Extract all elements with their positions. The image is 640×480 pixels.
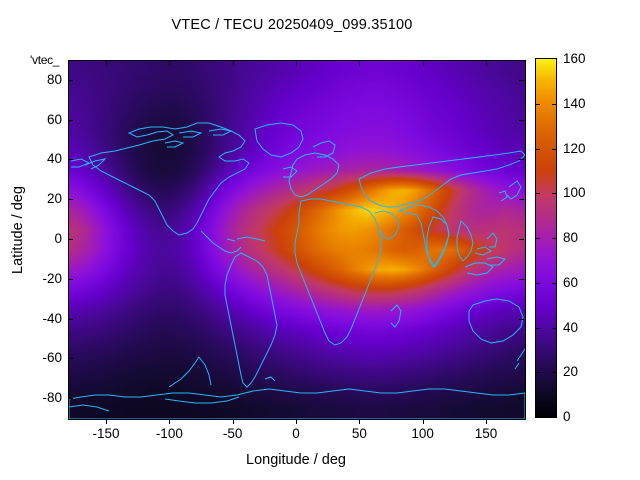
x-tick-mark: [486, 419, 487, 424]
y-tick-mark: [68, 358, 73, 360]
x-tick-mark: [106, 419, 107, 424]
x-axis-ticks: -150 -100 -50 0 50 100 150: [68, 61, 524, 449]
x-tick-label: -150: [92, 426, 120, 441]
colorbar-tick-label: 120: [563, 140, 586, 156]
y-tick-mark: [68, 79, 73, 81]
colorbar-tick-label: 0: [563, 409, 571, 424]
colorbar-tick-mark: [552, 193, 556, 195]
y-tick-mark: [68, 119, 73, 121]
y-tick-label: 20: [46, 191, 62, 207]
colorbar-tick-label: 140: [563, 95, 586, 111]
x-tick-mark-top: [359, 61, 361, 66]
y-tick-mark: [68, 278, 73, 280]
colorbar-tick-mark: [536, 327, 540, 329]
colorbar-tick-label: 60: [563, 274, 579, 290]
y-axis-ticks: 80 60 40 20 0 -20 -40 -60 -80: [0, 60, 62, 418]
colorbar-tick-mark: [552, 238, 556, 239]
colorbar-tick-mark: [536, 282, 540, 284]
colorbar-tick-mark: [536, 148, 540, 150]
vtec-heatmap: [69, 61, 525, 419]
x-axis-label: Longitude / deg: [246, 452, 346, 468]
y-tick-label: 40: [46, 151, 62, 167]
x-tick-mark: [359, 419, 361, 424]
y-tick-mark: [68, 159, 73, 161]
colorbar-tick-mark: [552, 327, 556, 329]
colorbar-tick-label: 160: [563, 51, 586, 66]
y-tick-mark: [519, 358, 524, 360]
y-tick-mark: [68, 398, 73, 400]
x-tick-label: -50: [222, 426, 243, 441]
colorbar-gradient: [535, 58, 557, 418]
map-axes[interactable]: [68, 60, 526, 420]
x-tick-label: 50: [351, 426, 367, 441]
x-tick-label: -100: [155, 426, 183, 441]
y-tick-label: 0: [54, 231, 62, 246]
colorbar-tick-mark: [552, 103, 556, 105]
x-tick-mark-top: [232, 61, 234, 66]
coastline-overlay: [69, 61, 525, 419]
x-tick-label: 150: [474, 426, 498, 441]
colorbar-tick-mark: [552, 372, 556, 374]
x-tick-mark-top: [422, 61, 424, 66]
colorbar-tick-mark: [552, 148, 556, 150]
y-tick-mark: [519, 239, 524, 240]
y-tick-mark: [519, 278, 524, 280]
y-tick-mark: [519, 159, 524, 161]
x-tick-mark: [232, 419, 234, 424]
y-tick-label: -20: [42, 270, 62, 286]
colorbar-tick-mark: [536, 193, 540, 195]
x-tick-label: 100: [411, 426, 434, 441]
colorbar[interactable]: 0 20 40 60 80 100 120 140 160: [535, 52, 586, 423]
colorbar-tick-mark: [536, 372, 540, 374]
y-tick-label: -40: [42, 310, 62, 326]
colorbar-tick-label: 100: [563, 185, 586, 201]
colorbar-tick-mark: [536, 238, 540, 239]
y-tick-mark: [519, 119, 524, 121]
x-tick-mark-top: [169, 61, 171, 66]
x-tick-mark-top: [486, 61, 487, 66]
y-tick-label: 80: [46, 71, 62, 87]
colorbar-tick-label: 20: [563, 364, 579, 380]
colorbar-tick-mark: [552, 282, 556, 284]
colorbar-tick-label: 40: [563, 319, 579, 335]
coastlines: [69, 123, 525, 419]
y-tick-mark: [68, 318, 73, 320]
y-tick-mark: [68, 239, 73, 240]
y-tick-mark: [519, 79, 524, 81]
y-tick-mark: [68, 199, 73, 201]
y-tick-label: -80: [42, 390, 62, 406]
colorbar-tick-mark: [536, 103, 540, 105]
x-tick-mark-top: [296, 61, 297, 66]
colorbar-tick-label: 80: [563, 230, 579, 245]
y-tick-mark: [519, 318, 524, 320]
x-tick-mark: [296, 419, 297, 424]
x-tick-mark: [169, 419, 171, 424]
overlay-annotation-text: 'vtec_: [30, 53, 60, 67]
page-title: VTEC / TECU 20250409_099.35100: [171, 17, 413, 33]
y-tick-label: 60: [46, 111, 62, 127]
y-axis-label: Latitude / deg: [10, 186, 26, 274]
y-tick-label: -60: [42, 350, 62, 366]
x-tick-mark: [422, 419, 424, 424]
y-tick-mark: [519, 199, 524, 201]
x-tick-mark-top: [106, 61, 107, 66]
x-tick-label: 0: [292, 426, 300, 441]
y-tick-mark: [519, 398, 524, 400]
